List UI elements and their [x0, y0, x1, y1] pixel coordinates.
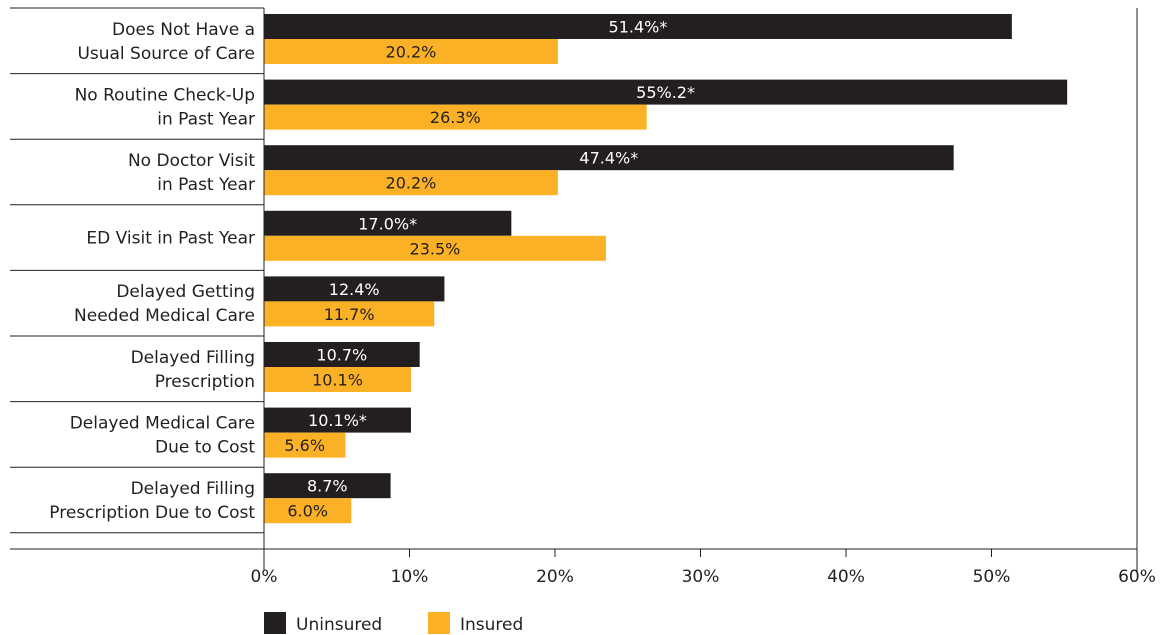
data-label-uninsured: 12.4%	[329, 280, 380, 299]
bar-uninsured	[264, 407, 411, 433]
data-label-uninsured: 8.7%	[307, 477, 348, 496]
data-label-uninsured: 55%.2*	[636, 83, 695, 102]
category-label: No Doctor Visit	[128, 151, 255, 171]
legend: Uninsured Insured	[264, 612, 523, 635]
bar-insured	[264, 367, 411, 392]
x-axis-ticks-group: 0% 10% 20% 30% 40% 50% 60%	[251, 549, 1156, 587]
axes-group	[10, 8, 1138, 571]
category-label: Due to Cost	[155, 437, 255, 457]
category-label: Delayed Filling	[131, 479, 255, 499]
data-label-insured: 6.0%	[287, 502, 328, 521]
bar-insured	[264, 301, 435, 327]
legend-label-insured: Insured	[460, 615, 523, 635]
legend-label-uninsured: Uninsured	[296, 615, 382, 635]
data-label-insured: 20.2%	[386, 174, 437, 193]
data-label-insured: 10.1%	[312, 371, 363, 390]
bar-uninsured	[264, 342, 420, 367]
legend-swatch-insured	[428, 612, 450, 634]
category-label: Does Not Have a	[112, 20, 255, 40]
bar-insured	[264, 235, 606, 261]
data-label-insured: 5.6%	[284, 436, 325, 455]
x-tick-label: 50%	[973, 567, 1011, 587]
bar-uninsured	[264, 210, 512, 236]
data-label-insured: 26.3%	[430, 108, 481, 127]
bars-group	[264, 14, 1068, 524]
x-tick-label: 0%	[251, 567, 278, 587]
bar-insured	[264, 39, 558, 64]
bar-insured	[264, 170, 558, 196]
data-label-insured: 11.7%	[324, 305, 375, 324]
category-label: Prescription Due to Cost	[49, 503, 255, 523]
value-labels-group: 51.4%* 20.2% 55%.2* 26.3% 47.4%* 20.2% 17.0%* 2…	[284, 18, 695, 521]
x-tick-label: 30%	[682, 567, 720, 587]
category-separators	[10, 7, 264, 534]
data-label-insured: 23.5%	[410, 239, 461, 258]
category-label: Needed Medical Care	[74, 306, 255, 326]
data-label-uninsured: 47.4%*	[579, 149, 638, 168]
category-label: in Past Year	[157, 109, 255, 129]
x-tick-label: 60%	[1118, 567, 1156, 587]
x-tick-label: 40%	[827, 567, 865, 587]
x-tick-label: 20%	[536, 567, 574, 587]
data-label-insured: 20.2%	[386, 43, 437, 62]
category-label: ED Visit in Past Year	[86, 229, 255, 249]
category-label: Delayed Getting	[116, 282, 255, 302]
bar-insured	[264, 498, 352, 524]
category-label: Delayed Filling	[131, 348, 255, 368]
data-label-uninsured: 17.0%*	[358, 214, 417, 233]
data-label-uninsured: 10.1%*	[308, 411, 367, 430]
category-label: in Past Year	[157, 175, 255, 195]
bar-insured	[264, 432, 346, 458]
category-label: Prescription	[155, 372, 255, 392]
bar-insured	[264, 104, 647, 130]
category-label: Delayed Medical Care	[70, 413, 255, 433]
category-label: Usual Source of Care	[77, 44, 255, 64]
category-label: No Routine Check-Up	[75, 85, 255, 105]
x-tick-label: 10%	[391, 567, 429, 587]
bar-uninsured	[264, 79, 1068, 105]
legend-swatch-uninsured	[264, 612, 286, 634]
data-label-uninsured: 51.4%*	[609, 18, 668, 37]
data-label-uninsured: 10.7%	[316, 346, 367, 365]
bar-uninsured	[264, 14, 1012, 39]
bar-uninsured	[264, 145, 954, 171]
bar-uninsured	[264, 276, 445, 302]
bar-uninsured	[264, 473, 391, 499]
category-labels-group: Does Not Have a Usual Source of Care No Ro…	[49, 20, 255, 523]
